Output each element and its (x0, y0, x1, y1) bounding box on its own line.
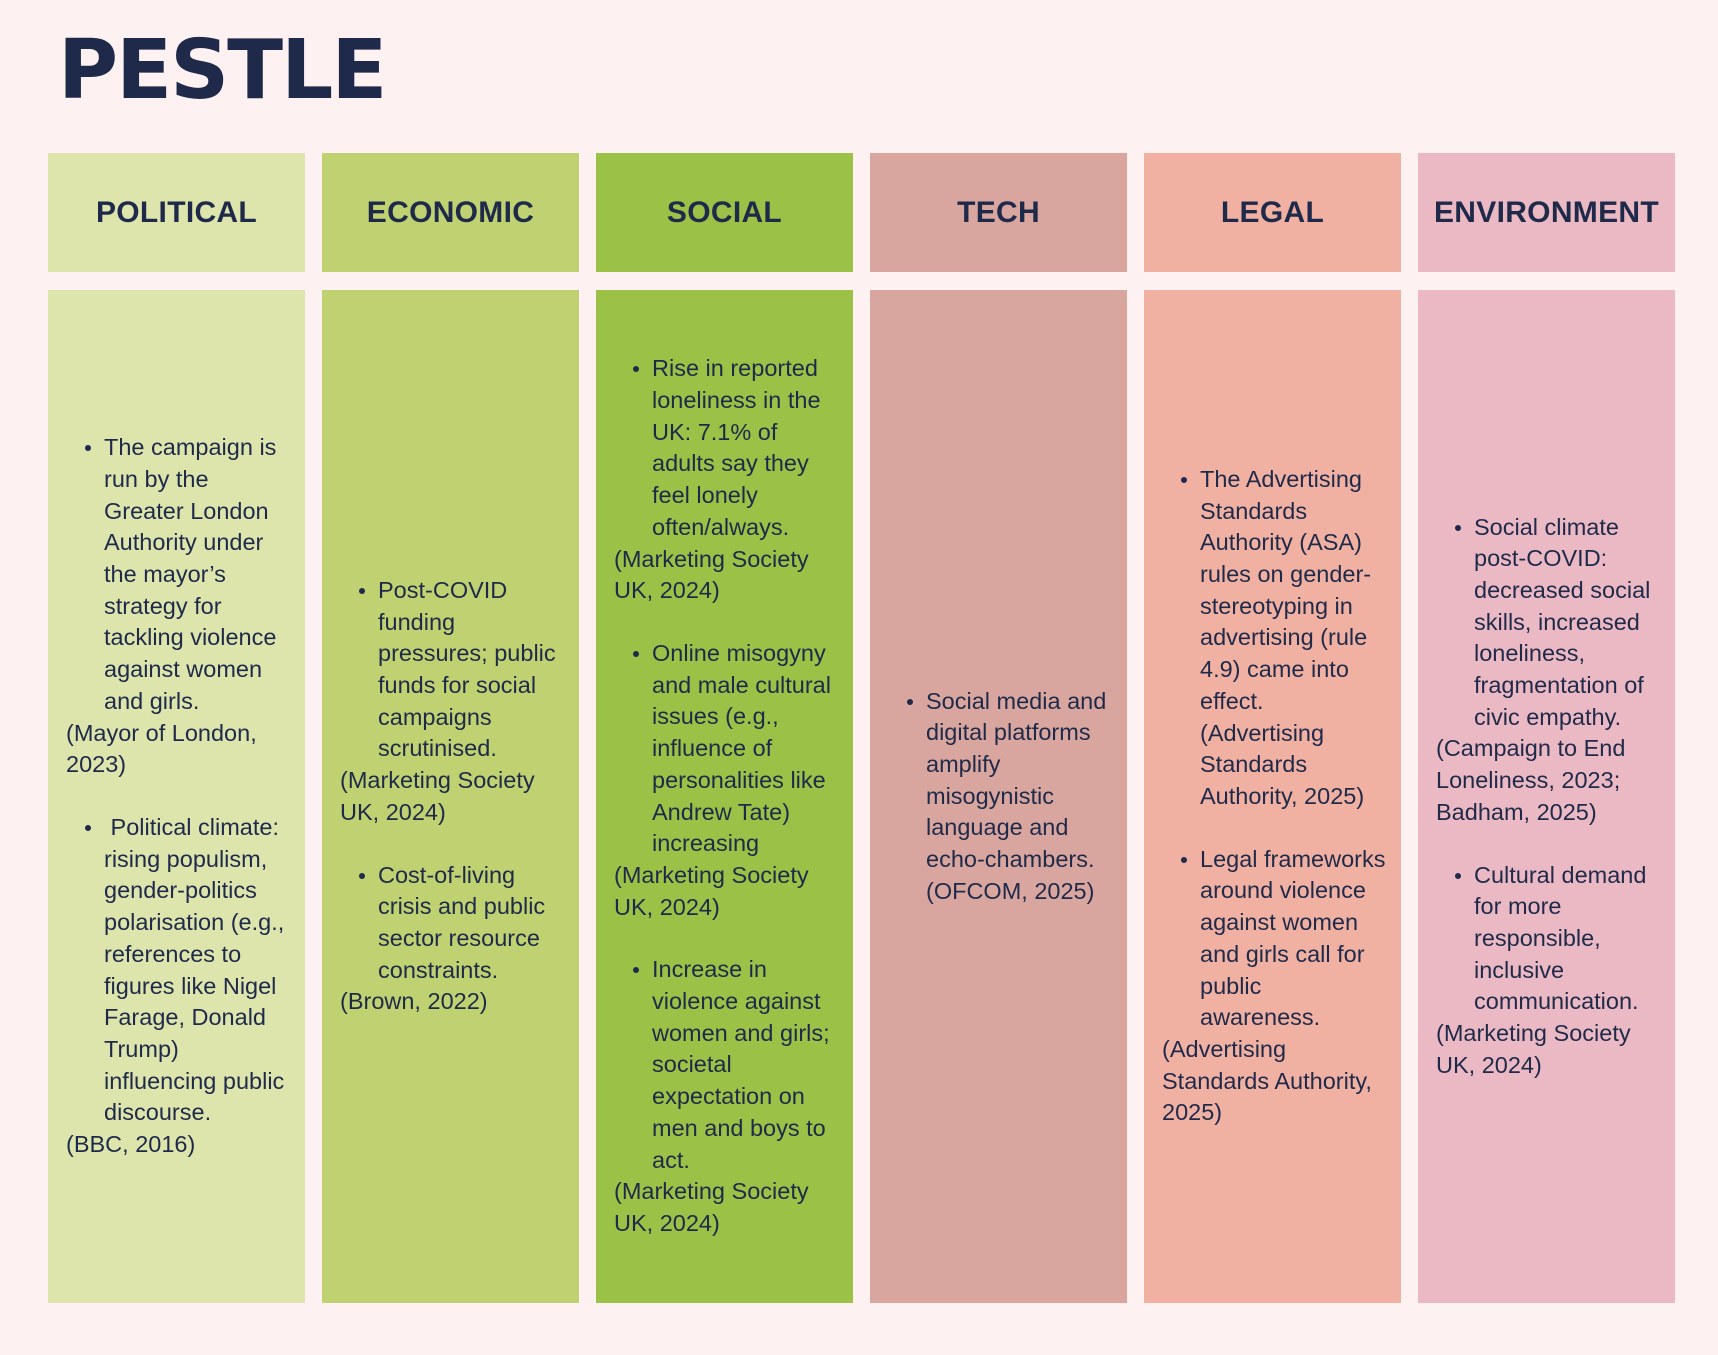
bullet-text: Cultural demand for more responsible, in… (1436, 860, 1661, 1019)
column-economic: ECONOMIC Post-COVID funding pressures; p… (322, 153, 579, 1303)
citation: (Marketing Society UK, 2024) (1436, 1020, 1631, 1078)
entry: Social climate post-COVID: decreased soc… (1436, 512, 1661, 829)
bullet-text: Legal frameworks around violence against… (1162, 844, 1387, 1034)
body-legal: The Advertising Standards Authority (ASA… (1144, 290, 1401, 1303)
entry: Rise in reported loneliness in the UK: 7… (614, 353, 839, 607)
column-environment: ENVIRONMENT Social climate post-COVID: d… (1418, 153, 1675, 1303)
entry: Political climate: rising populism, gend… (66, 812, 291, 1161)
entry: The campaign is run by the Greater Londo… (66, 432, 291, 781)
citation: (Campaign to End Loneliness, 2023; Badha… (1436, 735, 1626, 825)
bullet-text: Online misogyny and male cultural issues… (614, 638, 839, 860)
citation: (Marketing Society UK, 2024) (614, 861, 809, 920)
bullet-text: Cost-of-living crisis and public sector … (340, 860, 565, 987)
body-social: Rise in reported loneliness in the UK: 7… (596, 290, 853, 1303)
citation: (BBC, 2016) (66, 1131, 196, 1158)
citation: (Brown, 2022) (340, 988, 488, 1015)
citation: (Marketing Society UK, 2024) (340, 767, 535, 825)
citation: (Advertising Standards Authority, 2025) (1162, 1035, 1372, 1126)
header-social: SOCIAL (596, 153, 853, 272)
entry: Cost-of-living crisis and public sector … (340, 860, 565, 1019)
entry: Social media and digital platforms ampli… (888, 686, 1113, 908)
page-title: PESTLE (58, 23, 387, 118)
entry: Post-COVID funding pressures; public fun… (340, 575, 565, 829)
body-tech: Social media and digital platforms ampli… (870, 290, 1127, 1303)
column-political: POLITICAL The campaign is run by the Gre… (48, 153, 305, 1303)
header-economic: ECONOMIC (322, 153, 579, 272)
entry: Cultural demand for more responsible, in… (1436, 860, 1661, 1082)
body-political: The campaign is run by the Greater Londo… (48, 290, 305, 1303)
bullet-text: The campaign is run by the Greater Londo… (66, 432, 291, 717)
citation: (Mayor of London, 2023) (66, 719, 257, 778)
bullet-text: The Advertising Standards Authority (ASA… (1162, 464, 1387, 813)
bullet-text: Post-COVID funding pressures; public fun… (340, 575, 565, 765)
header-tech: TECH (870, 153, 1127, 272)
entry: The Advertising Standards Authority (ASA… (1162, 464, 1387, 813)
header-legal: LEGAL (1144, 153, 1401, 272)
column-social: SOCIAL Rise in reported loneliness in th… (596, 153, 853, 1303)
column-tech: TECH Social media and digital platforms … (870, 153, 1127, 1303)
bullet-text: Political climate: rising populism, gend… (66, 812, 291, 1129)
entry: Legal frameworks around violence against… (1162, 844, 1387, 1129)
bullet-text: Social media and digital platforms ampli… (888, 686, 1113, 908)
body-economic: Post-COVID funding pressures; public fun… (322, 290, 579, 1303)
entry: Online misogyny and male cultural issues… (614, 638, 839, 923)
column-legal: LEGAL The Advertising Standards Authorit… (1144, 153, 1401, 1303)
citation: (Marketing Society UK, 2024) (614, 1178, 809, 1236)
header-environment: ENVIRONMENT (1418, 153, 1675, 272)
entry: Increase in violence against women and g… (614, 954, 839, 1239)
header-political: POLITICAL (48, 153, 305, 272)
body-environment: Social climate post-COVID: decreased soc… (1418, 290, 1675, 1303)
bullet-text: Increase in violence against women and g… (614, 954, 839, 1176)
bullet-text: Social climate post-COVID: decreased soc… (1436, 512, 1661, 734)
bullet-text: Rise in reported loneliness in the UK: 7… (614, 353, 839, 543)
pestle-grid: POLITICAL The campaign is run by the Gre… (48, 153, 1675, 1303)
citation: (Marketing Society UK, 2024) (614, 545, 809, 604)
